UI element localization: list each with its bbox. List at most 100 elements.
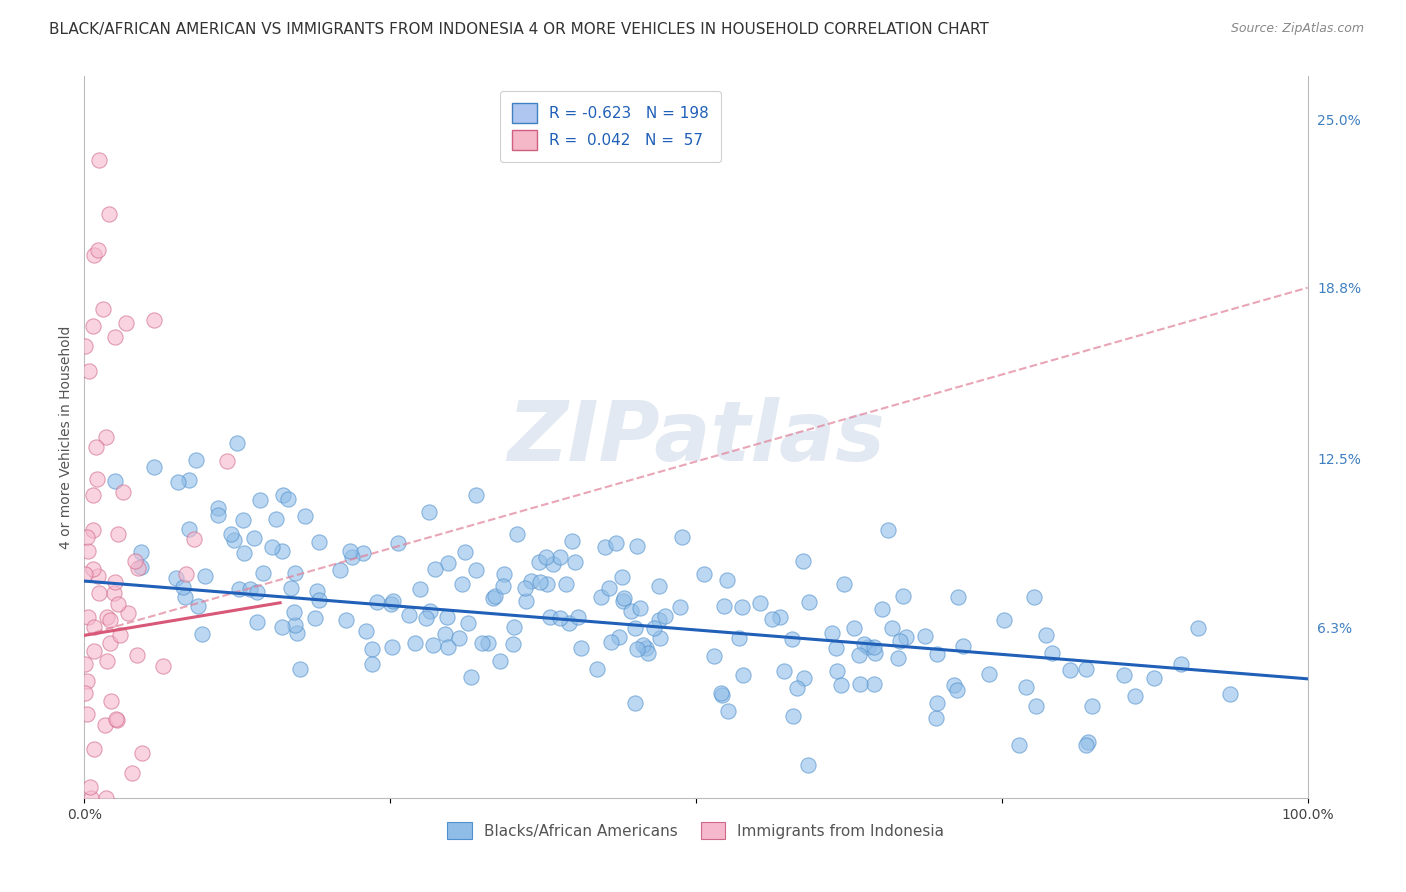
Point <box>447 632 470 646</box>
Point <box>179 522 201 536</box>
Point <box>564 555 586 569</box>
Point <box>288 661 311 675</box>
Point <box>165 571 187 585</box>
Point <box>381 640 404 654</box>
Point <box>305 584 328 599</box>
Point <box>749 596 772 610</box>
Text: Source: ZipAtlas.com: Source: ZipAtlas.com <box>1230 22 1364 36</box>
Point <box>1187 621 1209 635</box>
Point <box>97 207 120 221</box>
Point <box>1040 646 1063 660</box>
Point <box>728 632 751 646</box>
Point <box>98 636 121 650</box>
Point <box>107 527 129 541</box>
Text: BLACK/AFRICAN AMERICAN VS IMMIGRANTS FROM INDONESIA 4 OR MORE VEHICLES IN HOUSEH: BLACK/AFRICAN AMERICAN VS IMMIGRANTS FRO… <box>49 22 988 37</box>
Point <box>239 582 262 596</box>
Point <box>952 640 974 654</box>
Point <box>436 610 458 624</box>
Point <box>631 638 654 652</box>
Point <box>152 659 174 673</box>
Point <box>824 640 846 655</box>
Point <box>848 648 870 663</box>
Point <box>107 597 129 611</box>
Point <box>382 594 405 608</box>
Point <box>554 576 576 591</box>
Point <box>605 535 627 549</box>
Point <box>415 611 437 625</box>
Point <box>863 646 886 660</box>
Point <box>628 601 651 615</box>
Point <box>104 712 127 726</box>
Point <box>215 454 238 468</box>
Point <box>143 459 166 474</box>
Point <box>492 567 515 582</box>
Point <box>75 657 97 671</box>
Point <box>558 615 581 630</box>
Point <box>891 589 914 603</box>
Point <box>174 566 197 581</box>
Point <box>782 709 804 723</box>
Point <box>849 677 872 691</box>
Point <box>76 610 98 624</box>
Point <box>863 677 886 691</box>
Point <box>799 595 821 609</box>
Point <box>769 610 792 624</box>
Point <box>945 683 967 698</box>
Point <box>624 696 647 710</box>
Point <box>1219 687 1241 701</box>
Point <box>87 243 110 257</box>
Point <box>104 329 127 343</box>
Point <box>108 628 131 642</box>
Point <box>252 566 274 580</box>
Point <box>409 582 432 596</box>
Point <box>821 625 844 640</box>
Point <box>80 791 103 805</box>
Point <box>83 248 105 262</box>
Point <box>654 609 676 624</box>
Point <box>76 706 98 721</box>
Point <box>856 640 879 655</box>
Point <box>519 574 541 588</box>
Point <box>224 533 246 547</box>
Point <box>87 569 110 583</box>
Point <box>82 488 104 502</box>
Point <box>82 523 104 537</box>
Point <box>335 613 357 627</box>
Point <box>226 436 249 450</box>
Point <box>669 600 692 615</box>
Point <box>613 591 636 606</box>
Point <box>925 696 948 710</box>
Point <box>285 625 308 640</box>
Point <box>91 302 114 317</box>
Point <box>246 615 269 629</box>
Point <box>280 581 302 595</box>
Point <box>1077 735 1099 749</box>
Point <box>733 667 755 681</box>
Point <box>353 546 375 560</box>
Point <box>96 610 118 624</box>
Point <box>360 657 382 672</box>
Point <box>464 563 486 577</box>
Point <box>948 591 970 605</box>
Point <box>111 484 134 499</box>
Point <box>585 662 607 676</box>
Point <box>643 621 665 635</box>
Point <box>623 621 645 635</box>
Point <box>481 591 503 605</box>
Point <box>207 500 229 515</box>
Point <box>703 648 725 663</box>
Point <box>561 534 583 549</box>
Point <box>73 567 96 582</box>
Point <box>1022 591 1045 605</box>
Point <box>177 473 200 487</box>
Point <box>543 558 565 572</box>
Point <box>502 637 524 651</box>
Point <box>100 693 122 707</box>
Point <box>648 614 671 628</box>
Point <box>1015 681 1038 695</box>
Point <box>94 717 117 731</box>
Point <box>79 780 101 794</box>
Point <box>190 626 212 640</box>
Point <box>270 543 292 558</box>
Point <box>172 580 194 594</box>
